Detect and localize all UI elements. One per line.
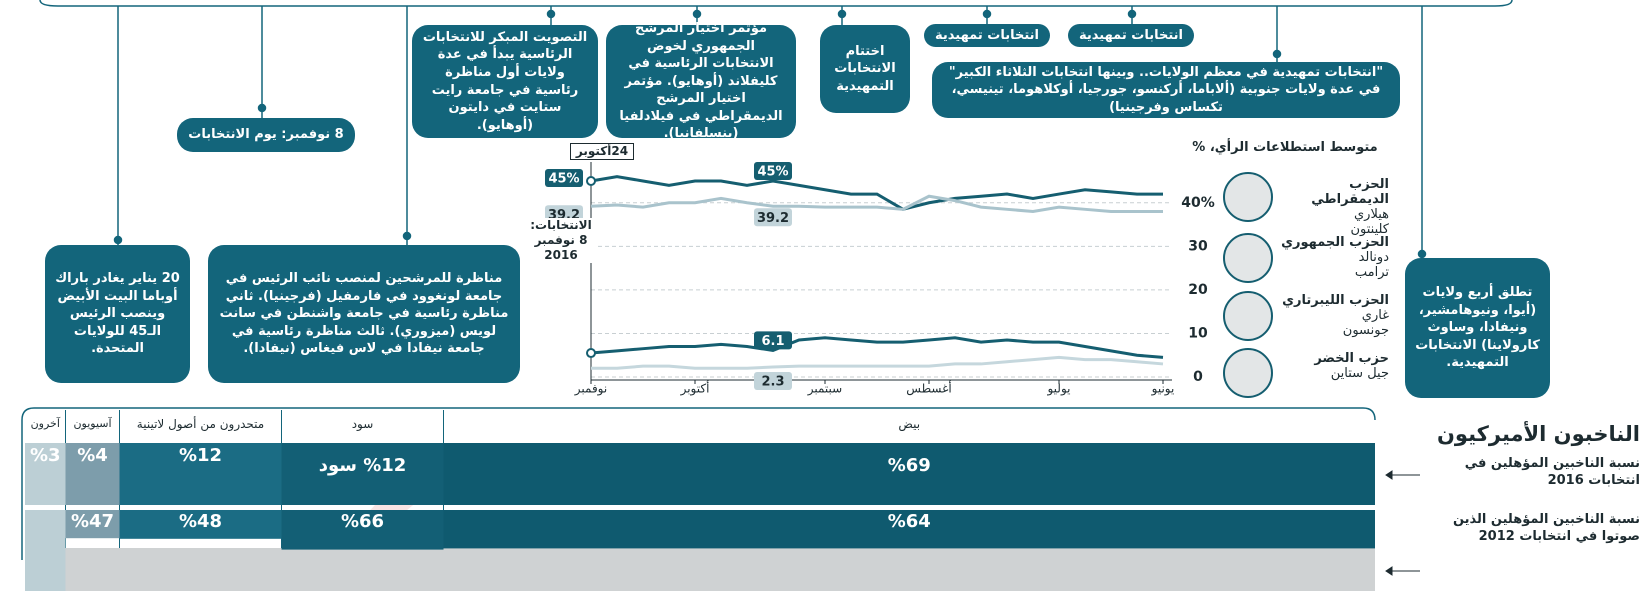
row-label: نسبة الناخبين المؤهلين الذين صوتوا في ان… — [1430, 512, 1640, 546]
line — [591, 177, 1163, 210]
value-label: %4 — [66, 445, 120, 466]
line — [591, 338, 1163, 358]
x-tick-label: يونيو — [1151, 382, 1175, 397]
value-label: 45% — [757, 165, 788, 180]
value-label: 45% — [548, 172, 579, 187]
infographic: 0 10 20 30 40% يونيو يوليو أغسطس سبتمبر أكتوبر نوف… — [0, 0, 1647, 591]
column-header: بيض — [444, 417, 1376, 431]
x-tick-label: يوليو — [1046, 382, 1070, 397]
x-tick-label: نوفمبر — [574, 382, 607, 397]
annotation: 24أكتوبر — [570, 143, 634, 160]
value-label: %47 — [66, 511, 120, 532]
legend-party: حزب الخضر — [1279, 352, 1389, 367]
x-tick-label: أكتوبر — [680, 381, 710, 397]
value-label: %3 — [25, 445, 66, 466]
value-label: 6.1 — [761, 334, 784, 349]
timeline-event: اختتام الانتخابات التمهيدية — [820, 25, 910, 113]
value-label: 2.3 — [761, 374, 784, 389]
timeline-event: انتخابات تمهيدية — [924, 24, 1050, 47]
timeline-event: تطلق أربع ولايات (أيوا، ونيوهامشير، ونيف… — [1405, 258, 1550, 398]
legend-label: هيلاري كلينتون — [1329, 208, 1389, 238]
candidate-photos — [1224, 173, 1272, 397]
others-column — [25, 510, 66, 591]
table-background — [62, 548, 1375, 591]
y-tick-label: 40% — [1181, 195, 1215, 211]
y-tick-label: 20 — [1188, 282, 1208, 298]
timeline-event: التصويت المبكر للانتخابات الرئاسية يبدأ … — [412, 25, 598, 138]
column-header: آسيويون — [66, 417, 120, 430]
value-label: %12 سود — [282, 455, 444, 476]
line — [591, 196, 1163, 211]
y-tick-label: 10 — [1188, 325, 1208, 341]
legend-label: جيل ستاين — [1329, 367, 1389, 382]
column-header: متحدرون من أصول لاتينية — [120, 417, 282, 431]
legend-party: الحزب الجمهوري — [1279, 236, 1389, 251]
value-label: 39.2 — [757, 211, 789, 226]
timeline-event: 8 نوفمبر: يوم الانتخابات — [177, 118, 355, 152]
legend-label: دونالد ترامب — [1329, 251, 1389, 281]
line — [591, 357, 1163, 368]
legend-label: غاري جونسون — [1329, 309, 1389, 339]
annotation: الانتخابات: 8 نوفمبر 2016 — [526, 218, 596, 263]
legend-party: الحزب الديمقراطي — [1279, 178, 1389, 208]
value-label: %48 — [120, 511, 282, 532]
value-label: %69 — [444, 455, 1376, 476]
value-label: %12 — [120, 445, 282, 466]
x-tick-label: سبتمبر — [807, 382, 842, 397]
timeline-event: مناظرة للمرشحين لمنصب نائب الرئيس في جام… — [208, 245, 520, 383]
table-title: الناخبون الأميركيون — [1437, 422, 1640, 446]
point — [587, 177, 595, 185]
row-label: نسبة الناخبين المؤهلين في انتخابات 2016 — [1430, 456, 1640, 490]
y-tick-label: 30 — [1188, 238, 1208, 254]
y-tick-label: 0 — [1193, 369, 1203, 385]
legend-party: الحزب الليبرتاري — [1279, 294, 1389, 309]
row-arrows — [1386, 471, 1420, 575]
timeline-event: انتخابات تمهيدية — [1068, 24, 1194, 47]
timeline-event: مؤتمر اختيار المرشح الجمهوري لخوض الانتخ… — [606, 25, 796, 138]
value-label: %64 — [444, 511, 1376, 532]
value-label: %66 — [282, 511, 444, 532]
timeline-event: "انتخابات تمهيدية في معظم الولايات.. وبي… — [932, 62, 1400, 118]
column-header: آخرون — [25, 417, 66, 430]
point — [587, 349, 595, 357]
timeline-frame — [40, 0, 1512, 6]
chart-title: متوسط استطلاعات الرأي، % — [1180, 140, 1390, 156]
timeline-event: 20 يناير يغادر باراك أوباما البيت الأبيض… — [45, 245, 190, 383]
x-tick-label: أغسطس — [906, 381, 951, 397]
column-header: سود — [282, 417, 444, 431]
